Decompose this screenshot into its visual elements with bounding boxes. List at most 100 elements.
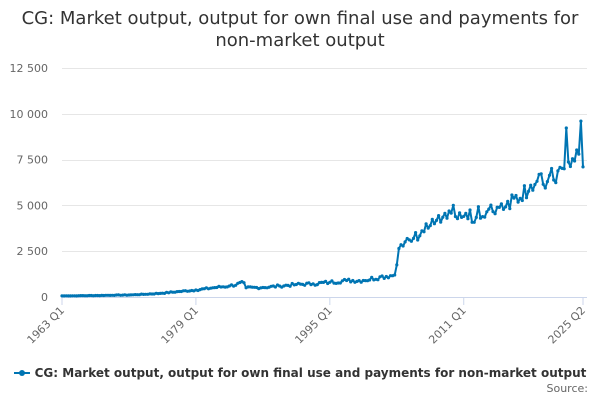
data-point bbox=[529, 183, 533, 187]
data-point bbox=[428, 224, 432, 228]
data-point bbox=[434, 218, 439, 222]
x-tick-label: 1963 Q1 bbox=[25, 304, 68, 347]
grid-lines bbox=[62, 68, 587, 252]
data-point bbox=[520, 198, 524, 203]
legend-item-label[interactable]: CG: Market output, output for own final … bbox=[34, 366, 587, 380]
data-point bbox=[347, 277, 351, 281]
data-point bbox=[464, 211, 468, 215]
data-point bbox=[418, 234, 422, 238]
data-point bbox=[491, 210, 495, 214]
data-point bbox=[458, 211, 462, 215]
data-point bbox=[338, 281, 342, 285]
data-point bbox=[577, 152, 581, 156]
data-point bbox=[462, 214, 466, 218]
data-point bbox=[512, 196, 516, 200]
data-point bbox=[579, 119, 583, 123]
data-point bbox=[573, 159, 577, 163]
data-point bbox=[432, 222, 436, 226]
data-point bbox=[552, 178, 556, 182]
data-point bbox=[468, 208, 472, 212]
data-point bbox=[409, 239, 413, 243]
data-point bbox=[449, 211, 453, 215]
data-point bbox=[575, 148, 579, 152]
data-point bbox=[288, 284, 292, 288]
data-point bbox=[562, 167, 566, 171]
legend[interactable]: CG: Market output, output for own final … bbox=[0, 364, 600, 382]
data-point bbox=[439, 220, 443, 224]
y-axis-tick-labels: 0 2 500 5 000 7 500 10 000 12 500 bbox=[10, 62, 49, 304]
data-point bbox=[451, 203, 455, 207]
data-point bbox=[499, 202, 503, 206]
data-point bbox=[368, 278, 372, 282]
data-point bbox=[487, 207, 491, 211]
data-point bbox=[501, 207, 506, 211]
data-point bbox=[273, 285, 277, 289]
source-label: Source: bbox=[546, 382, 589, 395]
data-point bbox=[441, 215, 445, 219]
data-point bbox=[518, 196, 522, 200]
data-point bbox=[414, 231, 418, 235]
data-point bbox=[397, 246, 401, 251]
data-point bbox=[483, 215, 487, 219]
data-point bbox=[315, 283, 319, 287]
data-point bbox=[324, 279, 328, 283]
data-point bbox=[386, 276, 390, 280]
data-point bbox=[485, 210, 489, 214]
x-tick-label: 1995 Q1 bbox=[292, 304, 335, 347]
data-point bbox=[453, 214, 457, 219]
y-tick-label: 10 000 bbox=[10, 108, 49, 121]
data-point bbox=[401, 244, 405, 248]
data-point bbox=[370, 275, 374, 279]
data-point bbox=[422, 230, 426, 234]
data-point bbox=[497, 205, 501, 209]
series-line bbox=[62, 120, 584, 297]
data-point bbox=[424, 222, 428, 226]
data-point bbox=[570, 157, 575, 161]
data-point bbox=[510, 193, 514, 197]
data-point bbox=[303, 283, 307, 287]
data-point bbox=[430, 217, 434, 221]
y-tick-label: 5 000 bbox=[17, 199, 49, 212]
data-point bbox=[539, 172, 543, 176]
data-point bbox=[506, 199, 510, 203]
data-point bbox=[541, 182, 545, 186]
data-point bbox=[395, 263, 399, 267]
y-tick-label: 12 500 bbox=[10, 62, 49, 75]
data-point bbox=[447, 209, 451, 213]
data-point bbox=[550, 166, 554, 171]
data-point bbox=[504, 205, 508, 209]
data-point bbox=[535, 179, 539, 183]
data-point bbox=[403, 240, 407, 244]
data-point bbox=[556, 169, 560, 173]
series-layer bbox=[60, 119, 585, 298]
data-point bbox=[581, 165, 585, 169]
data-point bbox=[307, 281, 311, 285]
data-point bbox=[416, 238, 420, 242]
data-point bbox=[531, 188, 535, 192]
data-point bbox=[516, 200, 520, 204]
data-point bbox=[545, 180, 550, 184]
data-point bbox=[382, 276, 386, 280]
data-point bbox=[533, 182, 537, 187]
data-point bbox=[472, 220, 476, 224]
data-point bbox=[380, 274, 384, 278]
y-tick-label: 0 bbox=[41, 291, 48, 304]
data-point bbox=[445, 216, 449, 220]
x-tick-label: 2025 Q2 bbox=[546, 304, 589, 347]
data-point bbox=[524, 196, 529, 200]
data-point bbox=[522, 184, 527, 188]
x-axis: 1963 Q1 1979 Q1 1995 Q1 2011 Q1 2025 Q2 bbox=[25, 297, 589, 347]
data-point bbox=[411, 236, 416, 240]
data-point bbox=[564, 126, 568, 130]
data-point bbox=[514, 193, 518, 198]
y-tick-label: 7 500 bbox=[17, 154, 49, 167]
data-point bbox=[547, 173, 552, 177]
data-point bbox=[376, 278, 380, 282]
data-point bbox=[393, 273, 397, 277]
data-point bbox=[443, 211, 447, 215]
data-point bbox=[476, 205, 480, 209]
x-tick-label: 2011 Q1 bbox=[426, 304, 469, 347]
legend-swatch-icon bbox=[13, 368, 30, 378]
data-point bbox=[543, 186, 547, 190]
